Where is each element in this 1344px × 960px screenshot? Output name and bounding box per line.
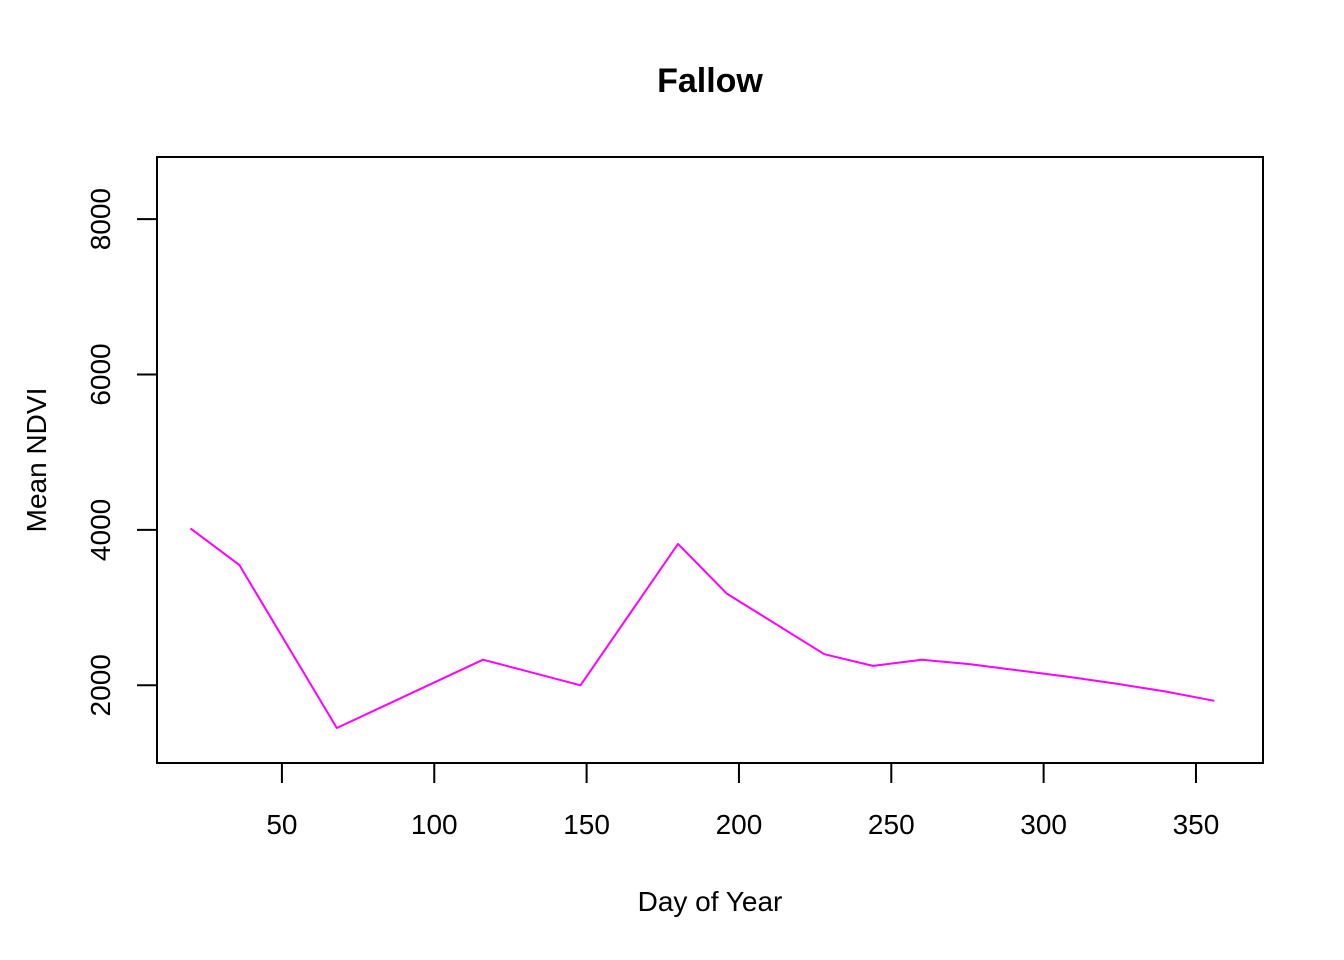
- x-tick-label: 200: [716, 809, 763, 840]
- series-line: [189, 527, 1215, 729]
- chart-title: Fallow: [657, 62, 763, 100]
- y-tick-label: 4000: [85, 499, 116, 561]
- series-layer: [189, 527, 1215, 729]
- y-axis: 2000 4000 6000 8000: [85, 188, 158, 716]
- x-tick-label: 350: [1173, 809, 1220, 840]
- x-axis: 50 100 150 200 250 300 350: [266, 762, 1220, 840]
- plot-frame: [156, 156, 1264, 764]
- x-tick-label: 50: [266, 809, 297, 840]
- x-tick-label: 100: [411, 809, 458, 840]
- x-axis-label: Day of Year: [638, 886, 783, 917]
- y-tick-label: 2000: [85, 654, 116, 716]
- x-tick-label: 150: [563, 809, 610, 840]
- x-tick-label: 250: [868, 809, 915, 840]
- x-tick-label: 300: [1020, 809, 1067, 840]
- y-tick-label: 8000: [85, 188, 116, 250]
- y-axis-label: Mean NDVI: [21, 388, 52, 533]
- y-tick-label: 6000: [85, 343, 116, 405]
